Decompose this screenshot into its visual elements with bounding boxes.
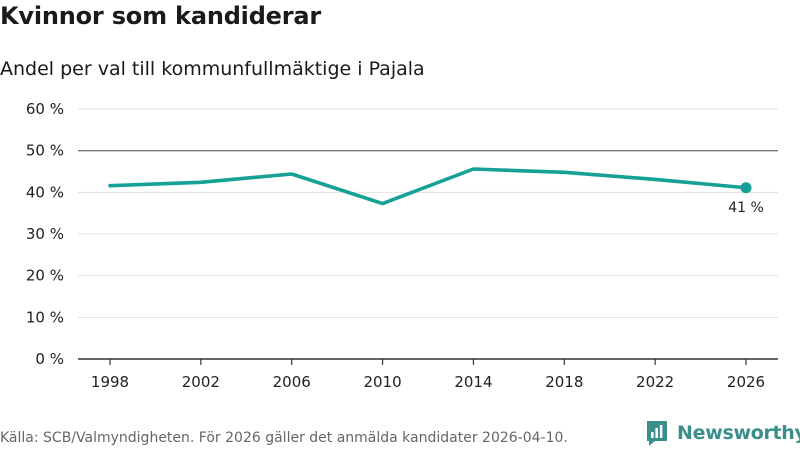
x-tick-label-2022: 2022: [636, 373, 674, 391]
y-tick-label-30: 30 %: [26, 225, 64, 243]
y-tick-label-10: 10 %: [26, 308, 64, 326]
x-tick-label-1998: 1998: [91, 373, 129, 391]
chart-title: Kvinnor som kandiderar: [0, 2, 322, 30]
y-tick-label-40: 40 %: [26, 183, 64, 201]
brand-name: Newsworthy: [677, 422, 800, 444]
series-layer: [108, 167, 752, 206]
y-axis-tick-labels: 0 % 10 % 20 % 30 % 40 % 50 % 60 %: [26, 100, 64, 368]
series-line-0: [108, 167, 748, 206]
source-note: Källa: SCB/Valmyndigheten. För 2026 gäll…: [0, 430, 568, 446]
gridlines: [78, 108, 778, 318]
y-tick-label-50: 50 %: [26, 142, 64, 160]
x-tick-label-2010: 2010: [363, 373, 401, 391]
x-tick-label-2006: 2006: [273, 373, 311, 391]
data-labels: 41 %: [728, 200, 764, 216]
x-tick-label-2002: 2002: [182, 373, 220, 391]
newsworthy-icon: [647, 421, 667, 446]
end-value-label: 41 %: [728, 200, 764, 216]
end-point-marker: [740, 182, 752, 194]
x-axis: 1998 2002 2006 2010 2014 2018 2022 2026: [78, 358, 778, 391]
x-tick-label-2018: 2018: [545, 373, 583, 391]
x-tick-label-2014: 2014: [454, 373, 492, 391]
y-tick-label-0: 0 %: [35, 350, 64, 368]
newsworthy-logo[interactable]: Newsworthy: [645, 419, 800, 447]
y-tick-label-60: 60 %: [26, 100, 64, 118]
y-tick-label-20: 20 %: [26, 267, 64, 285]
chart-subtitle: Andel per val till kommunfullmäktige i P…: [0, 58, 425, 80]
x-tick-label-2026: 2026: [727, 373, 765, 391]
